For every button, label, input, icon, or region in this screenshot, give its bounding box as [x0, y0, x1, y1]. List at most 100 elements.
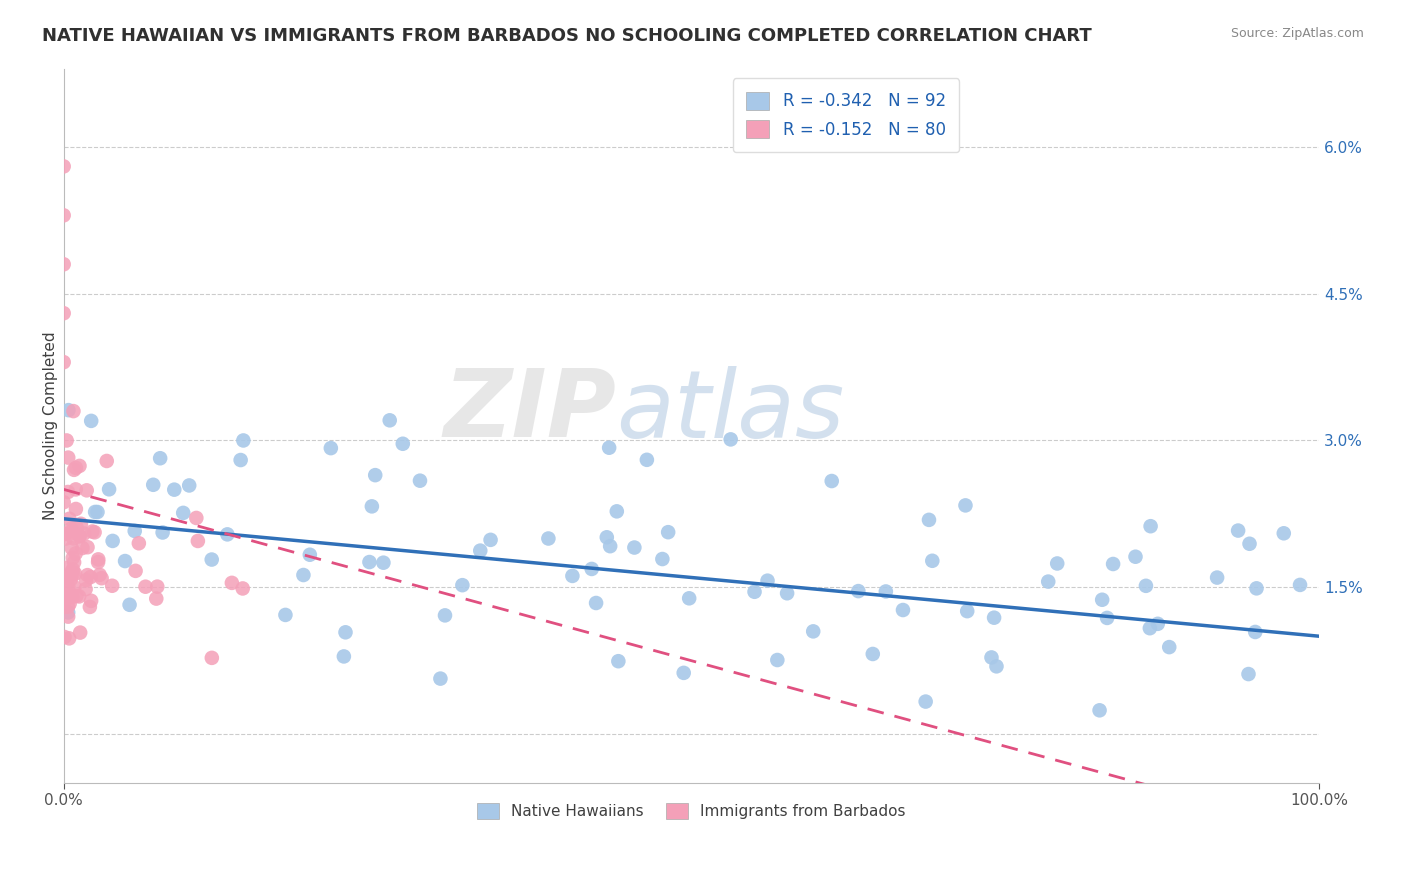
Point [983, 610, 1005, 624]
Point [821, 474, 844, 488]
Point [229, 453, 252, 467]
Point [65, 520, 87, 534]
Point [179, 478, 201, 492]
Point [1095, 611, 1118, 625]
Point [333, 649, 356, 664]
Point [1125, 549, 1147, 564]
Point [53, 630, 76, 644]
Point [56, 590, 79, 604]
Point [53, 560, 76, 574]
Text: atlas: atlas [616, 366, 845, 457]
Point [598, 441, 620, 455]
Point [956, 604, 979, 618]
Point [62, 404, 84, 418]
Point [201, 552, 224, 566]
Point [651, 552, 673, 566]
Point [1091, 592, 1114, 607]
Point [274, 607, 297, 622]
Point [1139, 621, 1161, 635]
Point [149, 451, 172, 466]
Point [52, 599, 75, 614]
Point [96, 454, 118, 468]
Point [335, 625, 357, 640]
Point [433, 608, 456, 623]
Point [187, 533, 209, 548]
Point [56, 609, 79, 624]
Point [1102, 557, 1125, 571]
Legend: Native Hawaiians, Immigrants from Barbados: Native Hawaiians, Immigrants from Barbad… [471, 797, 911, 825]
Point [63, 566, 86, 581]
Point [585, 596, 607, 610]
Point [56, 586, 79, 600]
Point [359, 555, 381, 569]
Point [67, 590, 90, 604]
Point [69, 625, 91, 640]
Point [114, 554, 136, 568]
Point [76, 483, 98, 498]
Point [360, 500, 382, 514]
Point [980, 650, 1002, 665]
Point [69, 458, 91, 473]
Point [146, 580, 169, 594]
Point [52, 208, 75, 222]
Point [84, 505, 107, 519]
Point [65, 589, 87, 603]
Point [378, 413, 401, 427]
Point [776, 586, 799, 600]
Point [163, 483, 186, 497]
Point [86, 505, 108, 519]
Point [69, 529, 91, 543]
Point [134, 580, 156, 594]
Point [1206, 571, 1229, 585]
Point [65, 483, 87, 497]
Point [891, 603, 914, 617]
Point [298, 548, 321, 562]
Point [56, 599, 79, 614]
Point [232, 434, 254, 448]
Point [479, 533, 502, 547]
Point [451, 578, 474, 592]
Point [98, 483, 121, 497]
Point [62, 550, 84, 565]
Point [72, 541, 94, 555]
Y-axis label: No Schooling Completed: No Schooling Completed [44, 332, 58, 520]
Point [58, 632, 80, 646]
Point [67, 529, 90, 543]
Point [1237, 667, 1260, 681]
Point [986, 659, 1008, 673]
Point [118, 598, 141, 612]
Point [364, 468, 387, 483]
Point [801, 624, 824, 639]
Point [63, 580, 86, 594]
Point [60, 565, 83, 579]
Point [720, 433, 742, 447]
Point [59, 597, 82, 611]
Point [73, 526, 96, 541]
Point [1272, 526, 1295, 541]
Point [201, 651, 224, 665]
Point [606, 504, 628, 518]
Point [914, 695, 936, 709]
Point [60, 524, 83, 538]
Point [756, 574, 779, 588]
Point [1246, 582, 1268, 596]
Point [60, 590, 83, 604]
Point [636, 452, 658, 467]
Point [87, 552, 110, 566]
Point [429, 672, 451, 686]
Point [60, 541, 83, 555]
Point [80, 414, 103, 428]
Point [1159, 640, 1181, 654]
Point [55, 434, 77, 448]
Point [58, 606, 80, 620]
Point [76, 568, 98, 582]
Point [921, 554, 943, 568]
Point [186, 511, 208, 525]
Point [1088, 703, 1111, 717]
Point [52, 257, 75, 271]
Point [172, 506, 194, 520]
Point [62, 532, 84, 546]
Point [65, 546, 87, 560]
Point [1227, 524, 1250, 538]
Point [599, 539, 621, 553]
